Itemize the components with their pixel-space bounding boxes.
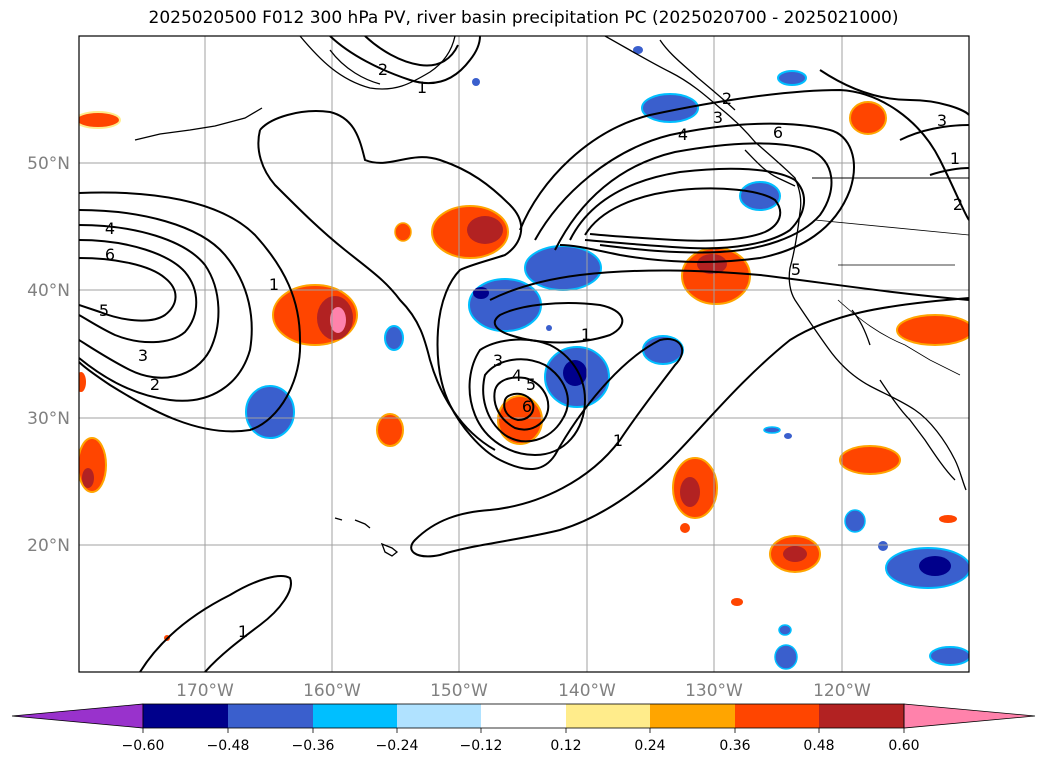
contour-label: 1 [417, 78, 427, 97]
colorbar-swatch [143, 704, 228, 728]
lon-label: 130°W [685, 681, 743, 701]
contour-label: 4 [512, 366, 522, 385]
contour-label: 3 [713, 108, 723, 127]
colorbar-tick-label: −0.24 [376, 738, 419, 754]
contour-label: 6 [105, 245, 115, 264]
colorbar-swatch [397, 704, 481, 728]
contour-label: 1 [613, 431, 623, 450]
colorbar-extend-max [903, 703, 1036, 729]
colorbar-tick-label: −0.48 [207, 738, 250, 754]
colorbar-extend-min [11, 703, 144, 729]
contour-label: 4 [678, 125, 688, 144]
colorbar-swatch [481, 704, 566, 728]
colorbar-swatch [313, 704, 397, 728]
lat-label: 20°N [27, 536, 70, 556]
latitude-labels: 50°N 40°N 30°N 20°N [27, 154, 70, 556]
contour-label: 5 [791, 260, 801, 279]
colorbar-tick-label: 0.24 [634, 738, 665, 754]
contour-label: 2 [722, 89, 732, 108]
contour-label: 6 [773, 123, 783, 142]
contour-label: 3 [493, 351, 503, 370]
contour-labels: 1 2 1 2 4 3 6 3 1 2 4 6 5 3 2 1 1 5 3 4 … [99, 60, 963, 641]
contour-label: 1 [238, 622, 248, 641]
contour-label: 5 [99, 301, 109, 320]
contour-label: 6 [522, 397, 532, 416]
colorbar-tick-label: 0.36 [719, 738, 750, 754]
lon-label: 140°W [558, 681, 616, 701]
contour-label: 2 [953, 195, 963, 214]
colorbar-tick-label: 0.48 [803, 738, 834, 754]
colorbar-swatch [735, 704, 819, 728]
colorbar-swatch [650, 704, 735, 728]
contour-label: 3 [937, 111, 947, 130]
longitude-labels: 170°W 160°W 150°W 140°W 130°W 120°W [176, 681, 871, 701]
contour-label: 1 [269, 275, 279, 294]
lon-label: 120°W [813, 681, 871, 701]
contour-label: 3 [138, 346, 148, 365]
colorbar: −0.60 −0.48 −0.36 −0.24 −0.12 0.12 0.24 … [11, 703, 1036, 754]
contour-label: 1 [581, 325, 591, 344]
lon-label: 150°W [430, 681, 488, 701]
contour-label: 2 [378, 60, 388, 79]
lon-label: 160°W [303, 681, 361, 701]
gridlines [79, 36, 969, 672]
colorbar-swatch [228, 704, 313, 728]
lat-label: 30°N [27, 409, 70, 429]
lat-label: 50°N [27, 154, 70, 174]
colorbar-swatch [566, 704, 650, 728]
colorbar-tick-label: −0.60 [122, 738, 165, 754]
colorbar-tick-label: 0.60 [888, 738, 919, 754]
colorbar-tick-label: −0.36 [292, 738, 335, 754]
map-frame [78, 35, 970, 673]
lon-label: 170°W [176, 681, 234, 701]
plot-area: 1 2 1 2 4 3 6 3 1 2 4 6 5 3 2 1 1 5 3 4 … [79, 36, 969, 672]
contour-label: 2 [150, 375, 160, 394]
map-title: 2025020500 F012 300 hPa PV, river basin … [148, 8, 899, 28]
contour-label: 4 [105, 219, 115, 238]
contour-label: 1 [950, 149, 960, 168]
colorbar-tick-label: 0.12 [550, 738, 581, 754]
contour-label: 5 [526, 375, 536, 394]
lat-label: 40°N [27, 281, 70, 301]
colorbar-tick-label: −0.12 [460, 738, 503, 754]
colorbar-swatch [819, 704, 904, 728]
coastlines [134, 36, 969, 557]
pv-contours [79, 36, 969, 672]
